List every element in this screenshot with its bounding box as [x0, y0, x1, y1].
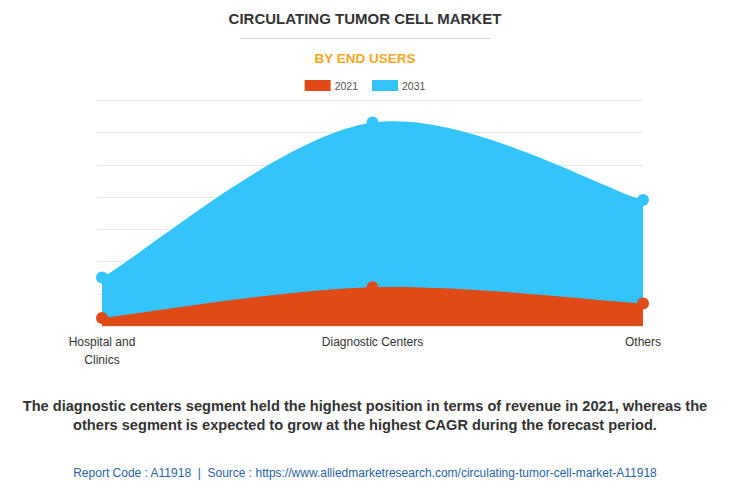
legend-label: 2021: [335, 80, 359, 92]
source: Report Code : A11918 | Source : https://…: [0, 466, 730, 480]
point: [367, 281, 379, 293]
x-tick-label-line: Clinics: [84, 353, 119, 367]
title-rule: [240, 38, 490, 39]
legend-label: 2031: [402, 80, 426, 92]
grid-line: [97, 326, 643, 327]
legend-swatch: [372, 80, 398, 91]
x-tick-label: Hospital and Clinics: [69, 335, 136, 367]
x-tick-label-line: Hospital and: [69, 335, 136, 349]
legend: 2021 2031: [305, 80, 426, 92]
title: CIRCULATING TUMOR CELL MARKET: [229, 10, 502, 27]
subtitle: BY END USERS: [314, 51, 415, 66]
x-tick-label-line: Others: [625, 335, 661, 349]
legend-swatch: [305, 80, 331, 91]
x-tick-label: Others: [625, 335, 661, 349]
point: [367, 117, 379, 129]
area: [102, 121, 643, 326]
grid-line: [97, 100, 643, 101]
x-tick-label: Diagnostic Centers: [322, 335, 423, 349]
caption: The diagnostic centers segment held the …: [12, 397, 718, 435]
point: [637, 194, 649, 206]
point: [637, 297, 649, 309]
x-tick-label-line: Diagnostic Centers: [322, 335, 423, 349]
plot-area: [96, 117, 649, 326]
point: [96, 272, 108, 284]
point: [96, 312, 108, 324]
